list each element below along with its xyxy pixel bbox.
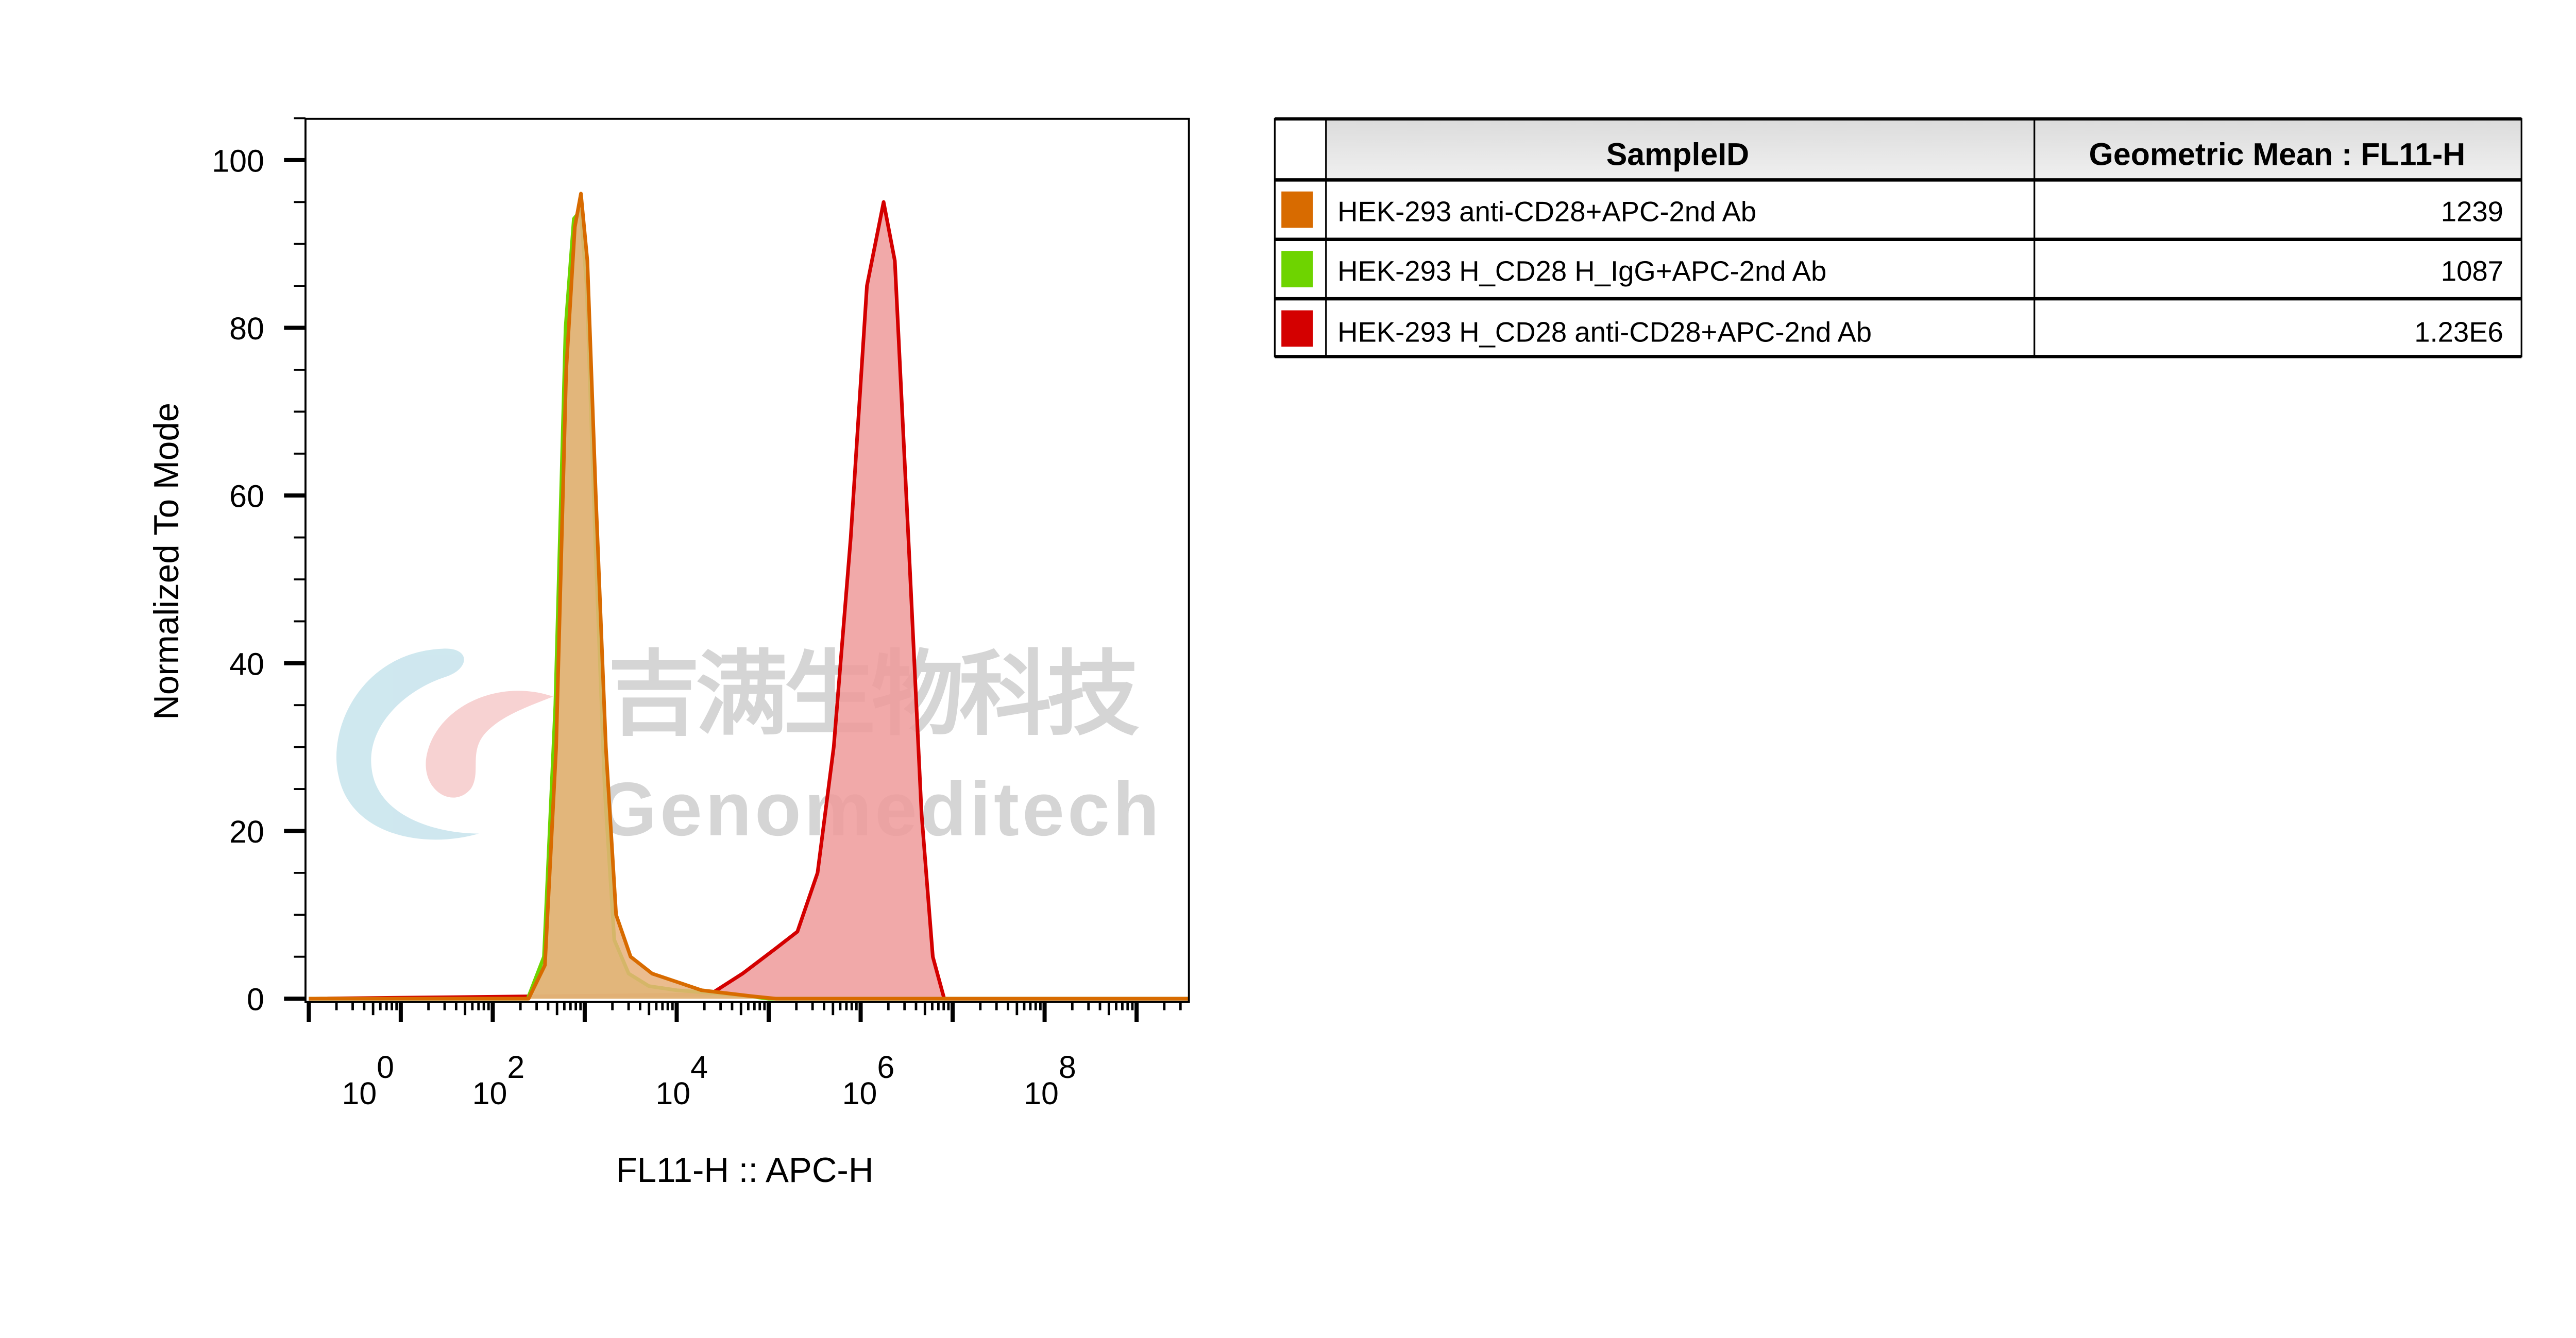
geomean-value: 1239 <box>2441 196 2503 227</box>
color-swatch <box>1281 251 1313 287</box>
sample-id: HEK-293 H_CD28 anti-CD28+APC-2nd Ab <box>1337 316 1872 348</box>
geomean-value: 1087 <box>2441 255 2503 287</box>
x-tick-labels: 100 102 104 106 108 <box>342 1050 1076 1111</box>
sample-id: HEK-293 anti-CD28+APC-2nd Ab <box>1337 196 1756 227</box>
stats-table: SampleID Geometric Mean : FL11-H HEK-293… <box>1274 117 2522 358</box>
plot-frame <box>304 117 1190 1003</box>
table-header-bg <box>1326 120 2522 180</box>
x-tick-label: 108 <box>1024 1050 1076 1111</box>
sample-id: HEK-293 H_CD28 H_IgG+APC-2nd Ab <box>1337 255 1826 287</box>
x-tick-label: 104 <box>655 1050 708 1111</box>
table-header-geomean: Geometric Mean : FL11-H <box>2089 137 2466 172</box>
series-line <box>309 200 1189 1001</box>
series-fill <box>305 193 1189 999</box>
watermark-logo-accent-icon <box>426 691 553 798</box>
table-row: HEK-293 H_CD28 H_IgG+APC-2nd Ab 1087 <box>1281 251 2503 287</box>
series-line <box>309 192 1189 1001</box>
series-line <box>309 209 1189 1001</box>
y-tick-label: 40 <box>229 646 264 681</box>
series-fill <box>305 202 1189 999</box>
y-tick-label: 80 <box>229 311 264 346</box>
watermark-logo-icon <box>336 648 479 840</box>
figure: 吉满生物科技 Genomeditech 0 20 40 60 80 100 100 102… <box>147 117 2522 1190</box>
series-fill <box>305 210 1189 999</box>
table-row: HEK-293 H_CD28 anti-CD28+APC-2nd Ab 1.23… <box>1281 310 2503 348</box>
x-tick-label: 102 <box>472 1050 525 1111</box>
y-tick-label: 60 <box>229 479 264 514</box>
geomean-value: 1.23E6 <box>2414 316 2503 348</box>
histogram-series <box>305 192 1189 1001</box>
axes: 0 20 40 60 80 100 <box>212 117 1182 1022</box>
x-axis-label: FL11-H :: APC-H <box>616 1151 874 1190</box>
table-row: HEK-293 anti-CD28+APC-2nd Ab 1239 <box>1281 191 2503 228</box>
y-axis-label: Normalized To Mode <box>147 403 186 720</box>
y-tick-label: 0 <box>247 982 264 1017</box>
x-tick-label: 100 <box>342 1050 394 1111</box>
watermark: 吉满生物科技 Genomeditech <box>336 643 1159 852</box>
y-tick-label: 100 <box>212 143 264 178</box>
table-header-sampleid: SampleID <box>1606 137 1749 172</box>
y-tick-label: 20 <box>229 814 264 849</box>
x-tick-label: 106 <box>842 1050 895 1111</box>
color-swatch <box>1281 310 1313 347</box>
color-swatch <box>1281 191 1313 228</box>
